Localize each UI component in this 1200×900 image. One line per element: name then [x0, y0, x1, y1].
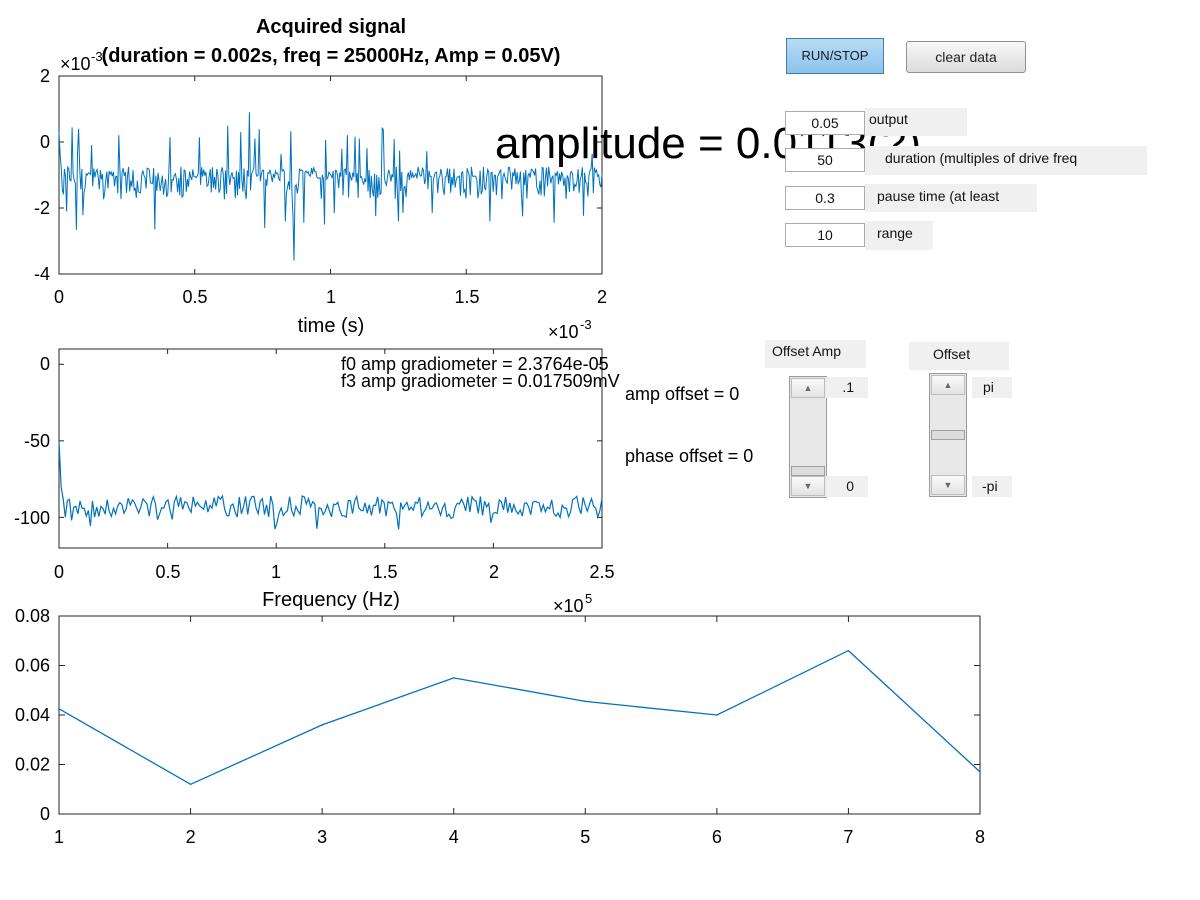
offset-amp-title: Offset Amp	[765, 340, 866, 368]
svg-text:5: 5	[585, 591, 592, 606]
history-point	[321, 724, 323, 726]
spectrum-annotation-f3: f3 amp gradiometer = 0.017509mV	[341, 371, 620, 391]
spectrum-y-tick: 0	[40, 354, 50, 374]
spectrum-x-exponent: ×10 5	[553, 591, 592, 616]
history-axes-box	[58, 615, 981, 815]
offset-phase-title: Offset	[909, 342, 1009, 370]
signal-x-exponent: ×10 -3	[548, 317, 592, 340]
history-x-ticks: 1 2 3 4 5 6 7 8	[54, 827, 985, 847]
clear-data-button[interactable]: clear data	[906, 41, 1026, 73]
spectrum-x-tick: 2	[489, 562, 499, 582]
signal-x-ticks: 0 0.5 1 1.5 2	[54, 287, 607, 307]
spectrum-series-line	[58, 440, 603, 530]
signal-y-ticks: 2 0 -2 -4	[34, 66, 50, 284]
signal-y-tick: -2	[34, 198, 50, 218]
amp-offset-slider[interactable]: ▲ ▼	[789, 376, 827, 498]
amp-slider-min-label: 0	[826, 476, 868, 497]
svg-text:-3: -3	[91, 49, 103, 64]
amp-slider-up-arrow-icon[interactable]: ▲	[791, 378, 825, 398]
range-input[interactable]: 10	[785, 223, 865, 247]
spectrum-x-tick: 0	[54, 562, 64, 582]
spectrum-x-tick: 1	[271, 562, 281, 582]
history-point	[58, 708, 60, 710]
signal-y-tick: 2	[40, 66, 50, 86]
spectrum-y-ticks: 0 -50 -100	[14, 354, 50, 528]
signal-x-label: time (s)	[298, 315, 365, 337]
spectrum-x-tick: 0.5	[155, 562, 180, 582]
svg-text:×10: ×10	[553, 596, 584, 616]
signal-plot-title: Acquired signal	[256, 16, 406, 38]
phase-offset-readout: phase offset = 0	[625, 446, 754, 466]
spectrum-y-tick: -100	[14, 508, 50, 528]
phase-slider-max-label: pi	[972, 377, 1012, 398]
history-y-tick: 0	[40, 804, 50, 824]
history-point	[452, 677, 455, 679]
amp-slider-thumb[interactable]	[791, 466, 825, 476]
history-point	[847, 649, 850, 652]
svg-text:-3: -3	[580, 317, 592, 332]
spectrum-y-tick: -50	[24, 431, 50, 451]
history-point	[584, 700, 587, 703]
history-y-tick: 0.04	[15, 705, 50, 725]
duration-input[interactable]: 50	[785, 148, 865, 172]
history-plot: 0.08 0.06 0.04 0.02 0 1 2 3 4 5 6 7 8	[15, 606, 985, 847]
phase-slider-up-arrow-icon[interactable]: ▲	[931, 375, 965, 395]
output-label: output	[865, 108, 967, 136]
history-x-tick: 6	[712, 827, 722, 847]
svg-text:×10: ×10	[548, 322, 579, 340]
history-x-tick: 5	[580, 827, 590, 847]
amp-slider-down-arrow-icon[interactable]: ▼	[791, 476, 825, 496]
range-label: range	[865, 221, 933, 250]
signal-y-tick: 0	[40, 132, 50, 152]
spectrum-x-tick: 2.5	[589, 562, 614, 582]
signal-x-tick: 1.5	[454, 287, 479, 307]
phase-slider-down-arrow-icon[interactable]: ▼	[931, 475, 965, 495]
signal-plot: Acquired signal (duration = 0.002s, freq…	[34, 16, 607, 340]
history-y-tick: 0.02	[15, 755, 50, 775]
spectrum-x-label: Frequency (Hz)	[262, 589, 400, 611]
history-point	[716, 714, 718, 716]
history-x-tick: 3	[317, 827, 327, 847]
history-x-tick: 8	[975, 827, 985, 847]
signal-y-tick: -4	[34, 264, 50, 284]
run-stop-button[interactable]: RUN/STOP	[786, 38, 884, 74]
history-series-line	[58, 649, 981, 786]
history-x-tick: 4	[449, 827, 459, 847]
history-point	[979, 771, 981, 773]
phase-slider-min-label: -pi	[972, 476, 1012, 497]
signal-x-tick: 0	[54, 287, 64, 307]
spectrum-x-ticks: 0 0.5 1 1.5 2 2.5	[54, 562, 615, 582]
svg-text:×10: ×10	[60, 54, 91, 74]
duration-label: duration (multiples of drive freq	[865, 146, 1147, 175]
history-x-tick: 7	[843, 827, 853, 847]
history-y-ticks: 0.08 0.06 0.04 0.02 0	[15, 606, 50, 824]
amp-offset-readout: amp offset = 0	[625, 384, 740, 404]
spectrum-x-tick: 1.5	[372, 562, 397, 582]
pause-time-input[interactable]: 0.3	[785, 186, 865, 210]
signal-y-exponent: ×10 -3	[60, 49, 103, 74]
history-point	[189, 783, 192, 786]
history-x-tick: 2	[186, 827, 196, 847]
spectrum-plot: 0 -50 -100 0 0.5 1 1.5 2 2.5 Frequency (…	[14, 348, 620, 616]
signal-x-tick: 1	[326, 287, 336, 307]
signal-x-tick: 2	[597, 287, 607, 307]
signal-plot-subtitle: (duration = 0.002s, freq = 25000Hz, Amp …	[102, 45, 561, 67]
output-input[interactable]: 0.05	[785, 111, 865, 135]
signal-x-tick: 0.5	[182, 287, 207, 307]
pause-time-label: pause time (at least	[865, 184, 1037, 212]
spectrum-annotation-f0: f0 amp gradiometer = 2.3764e-05	[341, 354, 609, 374]
history-y-tick: 0.08	[15, 606, 50, 626]
history-x-tick: 1	[54, 827, 64, 847]
phase-slider-thumb[interactable]	[931, 430, 965, 440]
amp-slider-max-label: .1	[826, 377, 868, 398]
signal-series-line	[58, 112, 603, 261]
history-y-tick: 0.06	[15, 656, 50, 676]
phase-offset-slider[interactable]: ▲ ▼	[929, 373, 967, 497]
